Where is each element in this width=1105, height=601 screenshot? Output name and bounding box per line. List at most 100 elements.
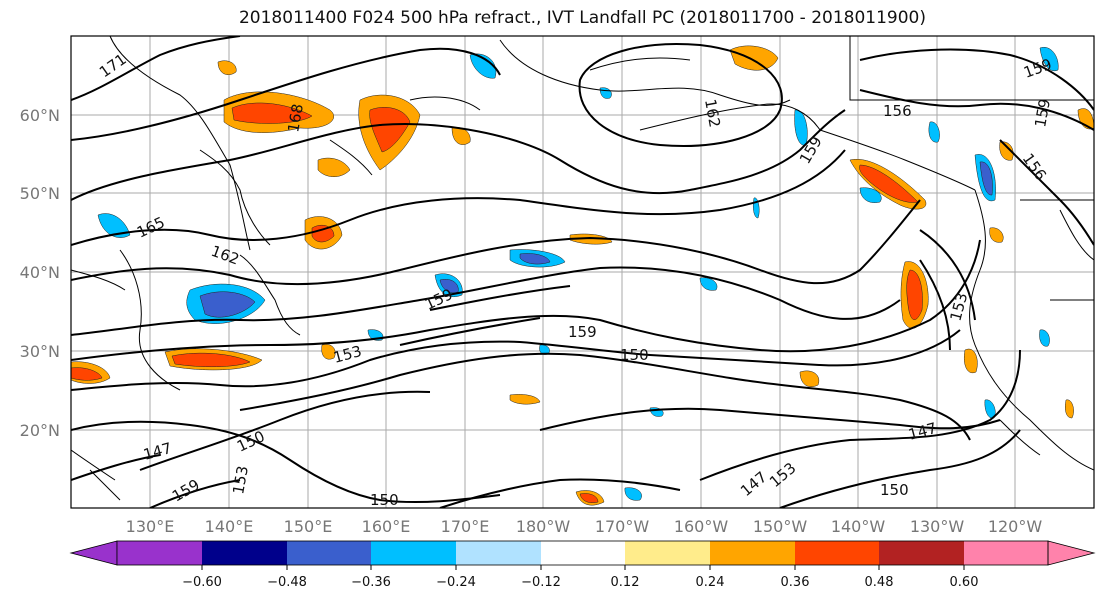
negative-anomaly-patch <box>1039 329 1050 347</box>
contour-label: 153 <box>229 464 252 495</box>
negative-anomaly-patch <box>97 213 131 238</box>
map-frame <box>70 35 1095 509</box>
positive-anomaly-patch <box>321 344 336 360</box>
refractivity-contours <box>71 36 1094 508</box>
map-panel: 171 168 165 162 162 159 159 159 156 156 … <box>71 36 1094 509</box>
contour-line <box>919 259 951 351</box>
colorbar-segment <box>456 541 541 565</box>
positive-anomaly-patch <box>509 394 541 405</box>
lon-label: 130°W <box>910 517 965 536</box>
contour-label: 156 <box>883 102 912 120</box>
positive-anomaly-core <box>906 269 923 320</box>
negative-anomaly-core <box>199 291 256 318</box>
contour-line <box>439 478 681 508</box>
lon-label: 150°E <box>284 517 333 536</box>
contour-label: 159 <box>1031 97 1054 128</box>
positive-anomaly-core <box>171 352 251 368</box>
negative-anomaly-patch <box>928 121 940 143</box>
positive-anomaly-core <box>369 107 411 153</box>
lon-label: 120°W <box>988 517 1043 536</box>
contour-line <box>139 390 431 471</box>
contour-line <box>919 229 976 321</box>
colorbar-segment <box>371 541 456 565</box>
contour-label: 150 <box>880 481 909 499</box>
colorbar-tick-label: −0.36 <box>351 575 391 590</box>
contour-line <box>71 266 901 336</box>
negative-anomaly-core <box>439 279 459 294</box>
negative-anomaly-core <box>519 253 551 265</box>
positive-anomaly-core <box>71 367 103 381</box>
lon-label: 160°W <box>674 517 729 536</box>
colorbar-segment <box>117 541 202 565</box>
positive-anomaly-patch <box>999 141 1014 161</box>
contour-line <box>429 285 571 311</box>
contour-line <box>399 317 541 346</box>
positive-anomaly-patch <box>964 348 978 374</box>
contour-line <box>71 47 501 141</box>
colorbar-tick-label: 0.36 <box>781 575 810 590</box>
lat-label: 60°N <box>20 106 60 125</box>
contour-line <box>149 479 241 508</box>
lat-label: 30°N <box>20 342 60 361</box>
positive-anomaly-patch <box>217 60 237 75</box>
contour-line <box>71 109 846 201</box>
contour-label: 150 <box>620 346 649 364</box>
contour-line <box>71 454 161 481</box>
colorbar: −0.60 −0.48 −0.36 −0.24 −0.12 0.12 0.24 … <box>69 540 1096 590</box>
lon-label: 170°W <box>595 517 650 536</box>
map-title: 2018011400 F024 500 hPa refract., IVT La… <box>238 8 926 28</box>
colorbar-tick-label: 0.12 <box>611 575 640 590</box>
colorbar-tick-label: 0.24 <box>696 575 725 590</box>
contour-line <box>71 420 501 504</box>
lat-label: 20°N <box>20 421 60 440</box>
contour-label: 162 <box>701 98 724 129</box>
contour-line <box>859 48 1094 111</box>
lon-label: 130°E <box>126 517 175 536</box>
positive-anomaly-patch <box>1065 399 1074 419</box>
positive-anomaly-core <box>579 493 599 503</box>
contour-label: 168 <box>284 102 307 133</box>
contour-label: 150 <box>370 491 399 509</box>
colorbar-segment <box>625 541 710 565</box>
lon-label: 160°E <box>362 517 411 536</box>
contour-line <box>539 407 1001 431</box>
colorbar-tick-label: −0.48 <box>267 575 307 590</box>
colorbar-tick-label: −0.60 <box>182 575 222 590</box>
lon-label: 170°E <box>441 517 490 536</box>
lat-label: 40°N <box>20 263 60 282</box>
positive-anomaly-patch <box>989 227 1004 243</box>
lat-label: 50°N <box>20 184 60 203</box>
colorbar-segment <box>202 541 287 565</box>
contour-line <box>71 329 961 391</box>
contour-line <box>71 199 921 286</box>
colorbar-tick-label: 0.48 <box>865 575 894 590</box>
lon-label: 140°W <box>831 517 886 536</box>
contour-label: 159 <box>568 323 597 341</box>
contour-line <box>71 36 241 101</box>
colorbar-min-extend <box>69 540 118 566</box>
positive-anomaly-core <box>311 225 335 243</box>
negative-anomaly-patch <box>859 187 882 203</box>
lon-label: 180°W <box>516 517 571 536</box>
positive-anomaly-patch <box>569 233 613 245</box>
colorbar-segment <box>795 541 879 565</box>
longitude-labels: 130°E 140°E 150°E 160°E 170°E 180°W 170°… <box>126 517 1043 536</box>
negative-anomaly-patch <box>1039 46 1059 72</box>
contour-line <box>779 429 1021 508</box>
colorbar-tick-label: −0.12 <box>521 575 561 590</box>
colorbar-segment <box>710 541 795 565</box>
positive-anomaly-core <box>231 102 313 124</box>
ivt-anomaly-fill <box>71 45 1094 506</box>
positive-anomaly-patch <box>317 157 351 177</box>
lon-label: 140°E <box>205 517 254 536</box>
lon-label: 150°W <box>753 517 808 536</box>
colorbar-segment <box>964 541 1048 565</box>
contour-line <box>71 149 846 246</box>
latitude-labels: 60°N 50°N 40°N 30°N 20°N <box>20 106 60 440</box>
graticule <box>71 36 1094 508</box>
contour-line <box>239 352 971 441</box>
negative-anomaly-patch <box>469 53 497 79</box>
colorbar-segment <box>879 541 964 565</box>
positive-anomaly-patch <box>729 45 779 71</box>
